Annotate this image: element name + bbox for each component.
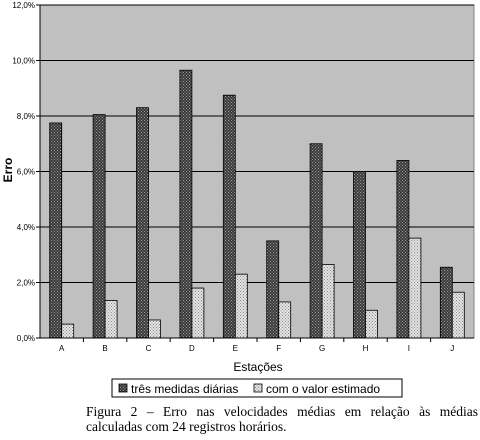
y-tick-label: 6,0% [17,168,35,177]
y-tick-label: 0,0% [17,334,35,343]
x-tick-label: F [276,344,281,353]
bar-tres-medidas-C [136,107,149,339]
bar-chart: 0,0% 2,0% 4,0% 6,0% 8,0% 10,0% 12,0% A B C D E F G H I… [1,1,475,398]
x-tick-label: G [319,344,325,353]
bar-tres-medidas-G [309,143,323,339]
bar-valor-estimado-I [408,237,422,339]
y-axis-title: Erro [1,158,15,183]
x-tick-label: D [189,344,195,353]
x-tick-label: H [363,344,369,353]
caption-line-1: Figura 2 – Erro nas velocidades médias e… [86,404,478,419]
bar-tres-medidas-B [92,114,106,339]
bar-valor-estimado-J [451,291,465,339]
y-tick-label: 12,0% [12,1,35,10]
legend-swatch-series-2 [253,383,263,393]
bar-tres-medidas-J [439,266,453,339]
bar-tres-medidas-H [353,171,366,339]
x-tick-label: C [146,344,152,353]
y-tick-label: 8,0% [17,112,35,121]
caption-line-2: calculadas com 24 registros horários. [86,419,287,434]
x-tick-label: B [102,344,107,353]
legend: três medidas diárias com o valor estimad… [111,378,403,398]
bar-valor-estimado-H [365,309,378,339]
bars [49,69,465,339]
bar-valor-estimado-B [104,300,118,339]
y-tick-label: 2,0% [17,279,35,288]
legend-swatch-series-1 [118,383,128,393]
bar-valor-estimado-F [278,301,292,339]
bar-valor-estimado-D [191,287,205,339]
x-tick-label: I [408,344,410,353]
bar-tres-medidas-D [179,69,193,339]
figure-caption: Figura 2 – Erro nas velocidades médias e… [86,404,478,434]
x-tick-label: E [233,344,238,353]
x-tick-label: J [450,344,454,353]
x-axis-title: Estações [233,360,282,374]
bar-valor-estimado-C [148,319,161,339]
bar-tres-medidas-I [396,159,410,339]
x-tick-label: A [59,344,65,353]
bar-tres-medidas-E [222,94,236,339]
y-tick-label: 4,0% [17,223,35,232]
bar-tres-medidas-A [49,122,63,339]
bar-valor-estimado-E [234,273,248,339]
bar-tres-medidas-F [266,240,280,339]
legend-label-series-1: três medidas diárias [131,382,238,396]
y-tick-labels: 0,0% 2,0% 4,0% 6,0% 8,0% 10,0% 12,0% [12,1,40,343]
legend-label-series-2: com o valor estimado [266,382,380,396]
bar-valor-estimado-G [321,264,335,339]
x-tick-labels: A B C D E F G H I J [59,338,454,353]
bar-valor-estimado-A [61,323,75,339]
y-tick-label: 10,0% [12,57,35,66]
